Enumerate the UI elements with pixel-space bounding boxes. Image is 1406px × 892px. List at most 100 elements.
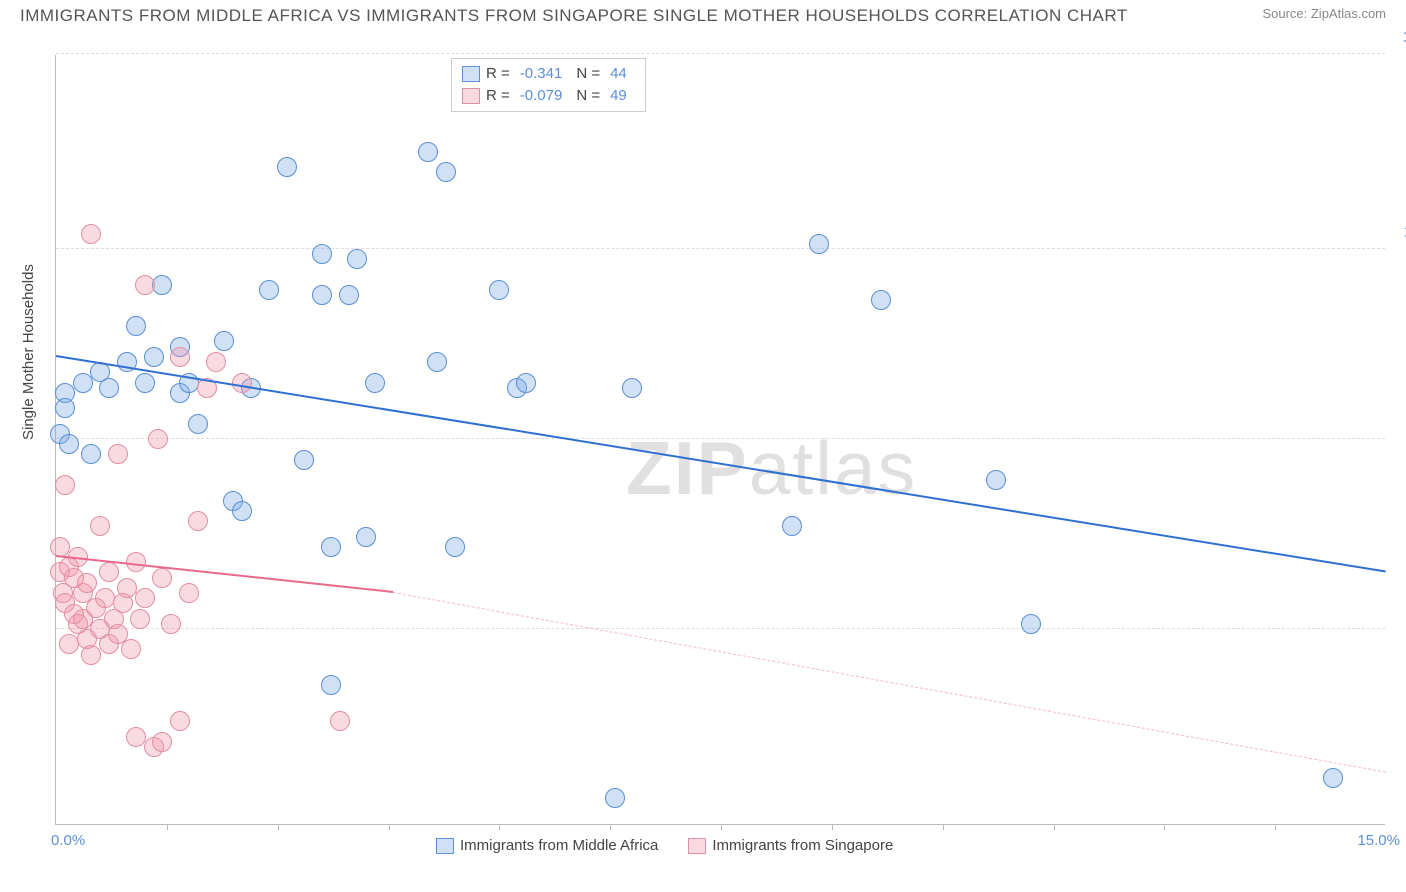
legend-n-label: N = [576, 85, 600, 107]
data-point [365, 373, 385, 393]
legend-r-label: R = [486, 63, 510, 85]
data-point [108, 444, 128, 464]
data-point [81, 444, 101, 464]
data-point [188, 511, 208, 531]
data-point [259, 280, 279, 300]
legend-n-value: 44 [610, 63, 627, 85]
series-legend-item: Immigrants from Singapore [688, 837, 893, 854]
data-point [206, 352, 226, 372]
data-point [130, 609, 150, 629]
legend-n-value: 49 [610, 85, 627, 107]
x-axis-min: 0.0% [51, 832, 85, 849]
data-point [144, 347, 164, 367]
data-point [321, 675, 341, 695]
data-point [312, 244, 332, 264]
data-point [809, 234, 829, 254]
data-point [135, 588, 155, 608]
data-point [356, 527, 376, 547]
data-point [605, 788, 625, 808]
data-point [1021, 614, 1041, 634]
series-label: Immigrants from Singapore [712, 837, 893, 854]
legend-row: R = -0.079 N = 49 [462, 85, 635, 107]
data-point [152, 732, 172, 752]
data-point [232, 501, 252, 521]
legend-r-value: -0.079 [520, 85, 563, 107]
data-point [782, 516, 802, 536]
data-point [436, 162, 456, 182]
x-tick [499, 824, 500, 830]
correlation-legend: R = -0.341 N = 44 R = -0.079 N = 49 [451, 58, 646, 112]
x-tick [610, 824, 611, 830]
chart-plot-area: ZIPatlas 3.8%7.5%11.2%15.0% R =-0.341N =… [55, 55, 1385, 825]
source-label: Source: ZipAtlas.com [1262, 6, 1386, 26]
y-axis-label: Single Mother Households [20, 264, 37, 440]
data-point [986, 470, 1006, 490]
data-point [81, 224, 101, 244]
x-tick [1054, 824, 1055, 830]
data-point [121, 639, 141, 659]
x-tick [943, 824, 944, 830]
x-tick [832, 824, 833, 830]
data-point [418, 142, 438, 162]
data-point [330, 711, 350, 731]
data-point [152, 275, 172, 295]
data-point [214, 331, 234, 351]
trend-line [56, 355, 1386, 573]
data-point [55, 475, 75, 495]
data-point [312, 285, 332, 305]
data-point [294, 450, 314, 470]
data-point [179, 583, 199, 603]
series-legend: Immigrants from Middle Africa Immigrants … [436, 837, 893, 854]
data-point [232, 373, 252, 393]
data-point [516, 373, 536, 393]
data-point [347, 249, 367, 269]
data-point [77, 573, 97, 593]
data-point [161, 614, 181, 634]
data-point [73, 373, 93, 393]
data-point [622, 378, 642, 398]
series-legend-item: Immigrants from Middle Africa [436, 837, 658, 854]
series-label: Immigrants from Middle Africa [460, 837, 658, 854]
data-point [148, 429, 168, 449]
gridline [56, 53, 1385, 54]
data-point [135, 373, 155, 393]
legend-r-value: -0.341 [520, 63, 563, 85]
x-tick [167, 824, 168, 830]
trend-line [393, 592, 1386, 773]
data-point [170, 711, 190, 731]
legend-swatch [462, 88, 480, 104]
data-point [59, 434, 79, 454]
data-point [170, 347, 190, 367]
data-point [135, 275, 155, 295]
data-point [427, 352, 447, 372]
data-point [445, 537, 465, 557]
x-tick [1164, 824, 1165, 830]
data-point [1323, 768, 1343, 788]
gridline [56, 628, 1385, 629]
data-point [489, 280, 509, 300]
data-point [339, 285, 359, 305]
data-point [321, 537, 341, 557]
legend-n-label: N = [576, 63, 600, 85]
data-point [55, 398, 75, 418]
y-tick-label: 15.0% [1402, 29, 1406, 46]
legend-r-label: R = [486, 85, 510, 107]
legend-swatch [688, 838, 706, 854]
x-axis-max: 15.0% [1357, 832, 1400, 849]
x-tick [721, 824, 722, 830]
data-point [99, 562, 119, 582]
chart-title: IMMIGRANTS FROM MIDDLE AFRICA VS IMMIGRA… [20, 6, 1128, 26]
x-tick [1275, 824, 1276, 830]
data-point [99, 378, 119, 398]
legend-swatch [462, 66, 480, 82]
x-tick [278, 824, 279, 830]
data-point [188, 414, 208, 434]
data-point [871, 290, 891, 310]
legend-swatch [436, 838, 454, 854]
gridline [56, 438, 1385, 439]
data-point [277, 157, 297, 177]
data-point [81, 645, 101, 665]
data-point [90, 516, 110, 536]
x-tick [389, 824, 390, 830]
gridline [56, 248, 1385, 249]
